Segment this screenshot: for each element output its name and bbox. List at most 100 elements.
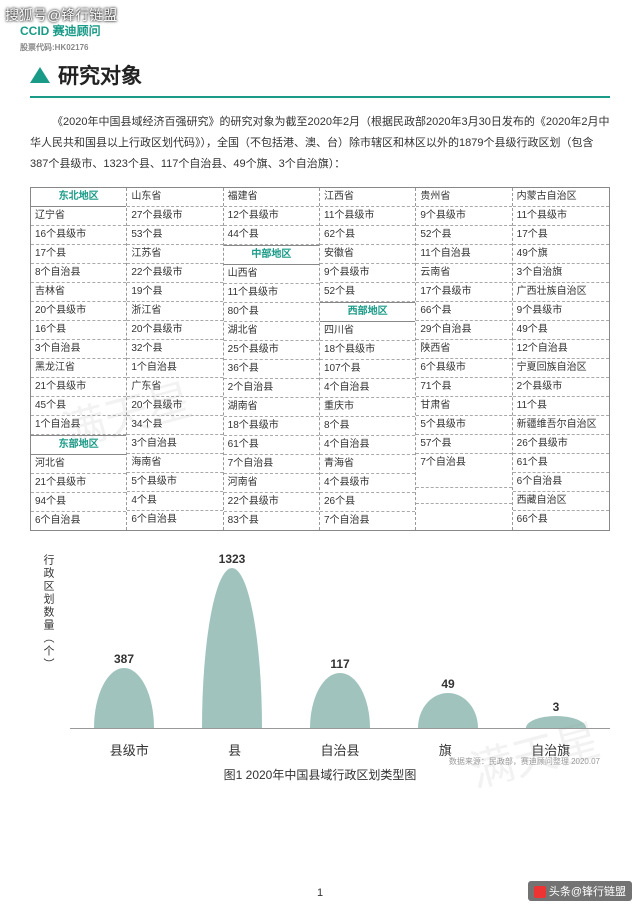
table-cell: 辽宁省 bbox=[31, 207, 126, 226]
table-cell: 新疆维吾尔自治区 bbox=[513, 416, 609, 435]
table-cell: 1个自治县 bbox=[127, 359, 222, 378]
table-cell: 山东省 bbox=[127, 188, 222, 207]
table-cell: 49个县 bbox=[513, 321, 609, 340]
table-cell: 中部地区 bbox=[224, 245, 319, 265]
table-cell: 湖南省 bbox=[224, 398, 319, 417]
table-cell: 36个县 bbox=[224, 360, 319, 379]
table-cell: 西部地区 bbox=[320, 302, 415, 322]
table-cell: 内蒙古自治区 bbox=[513, 188, 609, 207]
table-cell: 21个县级市 bbox=[31, 474, 126, 493]
table-cell: 29个自治县 bbox=[416, 321, 511, 340]
table-cell bbox=[416, 504, 511, 520]
table-cell: 吉林省 bbox=[31, 283, 126, 302]
table-cell: 甘肃省 bbox=[416, 397, 511, 416]
table-cell: 河北省 bbox=[31, 455, 126, 474]
regions-table: 东北地区辽宁省16个县级市17个县8个自治县吉林省20个县级市16个县3个自治县… bbox=[30, 187, 610, 531]
table-cell: 5个县级市 bbox=[127, 473, 222, 492]
table-cell: 4个县级市 bbox=[320, 474, 415, 493]
table-cell: 湖北省 bbox=[224, 322, 319, 341]
triangle-icon bbox=[30, 67, 50, 83]
table-cell: 2个自治县 bbox=[224, 379, 319, 398]
table-cell: 18个县级市 bbox=[224, 417, 319, 436]
table-cell: 20个县级市 bbox=[127, 321, 222, 340]
table-cell: 云南省 bbox=[416, 264, 511, 283]
table-cell: 57个县 bbox=[416, 435, 511, 454]
table-cell: 3个自治县 bbox=[127, 435, 222, 454]
table-cell: 7个自治县 bbox=[416, 454, 511, 472]
table-cell: 27个县级市 bbox=[127, 207, 222, 226]
table-cell: 66个县 bbox=[513, 511, 609, 529]
table-cell: 青海省 bbox=[320, 455, 415, 474]
table-cell: 6个自治县 bbox=[31, 512, 126, 530]
table-cell: 9个县级市 bbox=[513, 302, 609, 321]
table-cell: 西藏自治区 bbox=[513, 492, 609, 511]
table-cell: 11个县级市 bbox=[513, 207, 609, 226]
table-cell: 80个县 bbox=[224, 303, 319, 322]
brand-name: CCID 赛迪顾问 bbox=[20, 24, 101, 38]
table-cell: 6个自治县 bbox=[513, 473, 609, 492]
table-cell: 4个自治县 bbox=[320, 436, 415, 455]
table-cell: 61个县 bbox=[224, 436, 319, 455]
table-cell: 1个自治县 bbox=[31, 416, 126, 435]
table-cell bbox=[416, 488, 511, 504]
table-cell: 52个县 bbox=[320, 283, 415, 302]
section-title: 研究对象 bbox=[58, 60, 142, 90]
table-cell: 重庆市 bbox=[320, 398, 415, 417]
table-cell: 海南省 bbox=[127, 454, 222, 473]
table-cell: 62个县 bbox=[320, 226, 415, 245]
table-cell: 11个县级市 bbox=[224, 284, 319, 303]
table-cell: 49个旗 bbox=[513, 245, 609, 264]
table-cell: 安徽省 bbox=[320, 245, 415, 264]
table-cell: 5个县级市 bbox=[416, 416, 511, 435]
table-cell: 16个县级市 bbox=[31, 226, 126, 245]
table-cell: 107个县 bbox=[320, 360, 415, 379]
table-cell: 江苏省 bbox=[127, 245, 222, 264]
table-cell: 17个县 bbox=[31, 245, 126, 264]
table-cell: 9个县级市 bbox=[320, 264, 415, 283]
table-cell: 22个县级市 bbox=[127, 264, 222, 283]
table-cell: 66个县 bbox=[416, 302, 511, 321]
bar-chart: 3871323117493 bbox=[70, 549, 610, 729]
brand: CCID 赛迪顾问 股票代码:HK02176 bbox=[20, 22, 101, 53]
table-cell: 8个县 bbox=[320, 417, 415, 436]
section-header: 研究对象 bbox=[30, 60, 610, 98]
table-cell: 贵州省 bbox=[416, 188, 511, 207]
table-cell: 4个县 bbox=[127, 492, 222, 511]
table-cell: 44个县 bbox=[224, 226, 319, 245]
table-cell: 8个自治县 bbox=[31, 264, 126, 283]
table-cell: 71个县 bbox=[416, 378, 511, 397]
chart-caption: 图1 2020年中国县域行政区划类型图 bbox=[30, 766, 610, 783]
table-cell: 9个县级市 bbox=[416, 207, 511, 226]
table-cell: 东部地区 bbox=[31, 435, 126, 455]
table-cell: 黑龙江省 bbox=[31, 359, 126, 378]
table-cell: 11个自治县 bbox=[416, 245, 511, 264]
table-cell: 浙江省 bbox=[127, 302, 222, 321]
table-cell: 34个县 bbox=[127, 416, 222, 435]
table-cell: 福建省 bbox=[224, 188, 319, 207]
toutiao-icon bbox=[534, 886, 546, 898]
table-cell: 12个县级市 bbox=[224, 207, 319, 226]
table-cell: 52个县 bbox=[416, 226, 511, 245]
table-cell: 陕西省 bbox=[416, 340, 511, 359]
table-cell: 2个县级市 bbox=[513, 378, 609, 397]
watermark-top: 搜狐号@锋行链盟 bbox=[5, 5, 117, 25]
table-cell: 11个县级市 bbox=[320, 207, 415, 226]
table-cell: 3个自治县 bbox=[31, 340, 126, 359]
intro-paragraph: 《2020年中国县域经济百强研究》的研究对象为截至2020年2月（根据民政部20… bbox=[30, 112, 610, 175]
y-axis-label: 行政区划数量（个） bbox=[40, 554, 56, 729]
table-cell: 广西壮族自治区 bbox=[513, 283, 609, 302]
table-cell: 17个县 bbox=[513, 226, 609, 245]
table-cell: 东北地区 bbox=[31, 188, 126, 207]
table-cell: 四川省 bbox=[320, 322, 415, 341]
table-cell: 4个自治县 bbox=[320, 379, 415, 398]
table-cell: 12个自治县 bbox=[513, 340, 609, 359]
table-cell: 20个县级市 bbox=[127, 397, 222, 416]
table-cell: 6个县级市 bbox=[416, 359, 511, 378]
table-cell: 7个自治县 bbox=[224, 455, 319, 474]
table-cell: 32个县 bbox=[127, 340, 222, 359]
watermark-bottom: 头条@锋行链盟 bbox=[528, 881, 632, 901]
table-cell: 11个县 bbox=[513, 397, 609, 416]
table-cell: 26个县级市 bbox=[513, 435, 609, 454]
table-cell: 16个县 bbox=[31, 321, 126, 340]
chart-area: 行政区划数量（个） 3871323117493 县级市县自治县旗自治旗 数据来源… bbox=[30, 549, 610, 789]
